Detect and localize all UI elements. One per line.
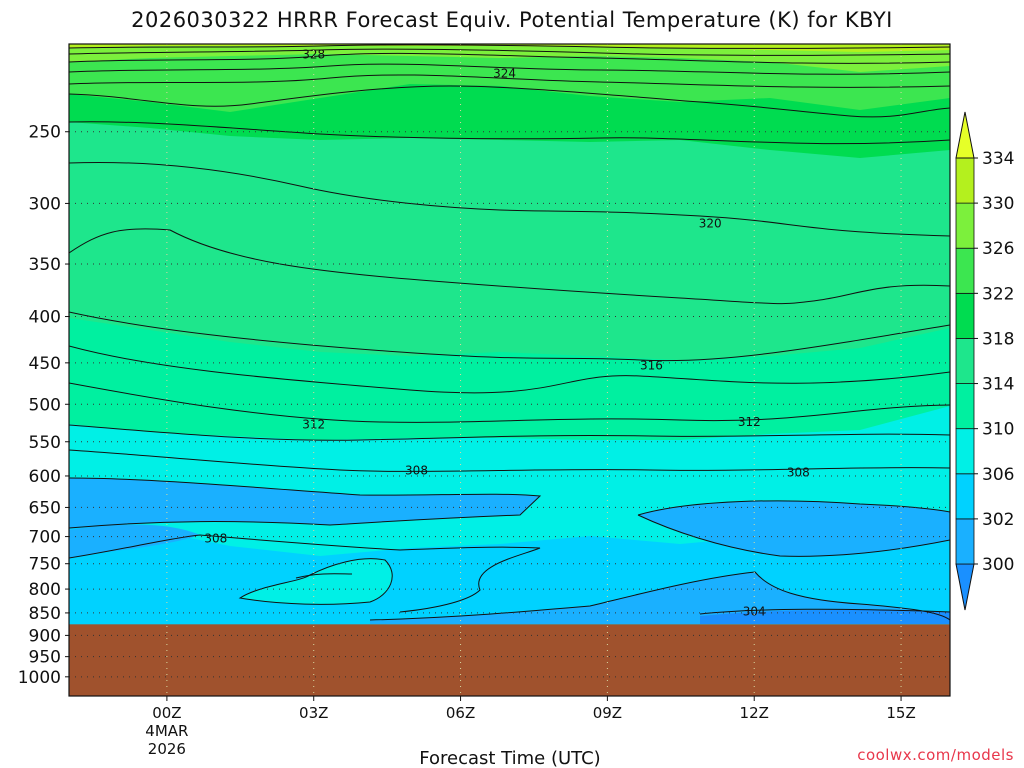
x-date-year: 2026 [148, 740, 186, 758]
contour-line-22 [699, 608, 950, 615]
y-tick-label-650: 650 [29, 498, 61, 518]
y-tick-label-950: 950 [29, 648, 61, 668]
x-tick-label-00Z: 00Z [152, 704, 181, 722]
warm-pocket-low [240, 558, 393, 605]
y-tick-label-900: 900 [29, 626, 61, 646]
contour-line-10 [69, 311, 950, 362]
x-tick-label-12Z: 12Z [740, 704, 769, 722]
colorbar-label-334: 334 [982, 149, 1014, 169]
contour-line-16 [69, 534, 541, 613]
colorbar-label-330: 330 [982, 194, 1014, 214]
contour-line-11 [69, 345, 950, 394]
coldest-layer-surface [700, 609, 950, 624]
x-tick-label-15Z: 15Z [886, 704, 915, 722]
contour-line-5 [69, 74, 950, 88]
contour-line-7 [69, 121, 950, 145]
y-tick-label-1000: 1000 [18, 668, 61, 688]
colorbar-arrow-low [955, 563, 975, 611]
terrain-surface [69, 624, 950, 696]
colorbar-seg-330 [955, 157, 975, 204]
x-tick-label-06Z: 06Z [446, 704, 475, 722]
plot-area: 328 324 320 316 312 312 308 308 308 304 [69, 44, 950, 696]
y-tick-label-350: 350 [29, 255, 61, 275]
contour-label-3: 320 [699, 217, 722, 231]
colorbar-seg-310 [955, 383, 975, 430]
contour-line-14 [69, 449, 950, 472]
y-tick-label-750: 750 [29, 555, 61, 575]
plot-frame [68, 43, 951, 697]
y-tick-label-600: 600 [29, 467, 61, 487]
colorbar-seg-326 [955, 202, 975, 249]
contour-line-6 [69, 85, 950, 118]
y-tick-label-550: 550 [29, 433, 61, 453]
colorbar-label-326: 326 [982, 239, 1014, 259]
colorbar-label-322: 322 [982, 284, 1014, 304]
contour-line-9 [69, 228, 950, 305]
axes: 2503003504004505005506006507007508008509… [18, 43, 951, 758]
colorbar-label-300: 300 [982, 555, 1014, 575]
contour-line-4 [69, 63, 950, 75]
colorbar-label-306: 306 [982, 465, 1014, 485]
contour-label-4: 316 [640, 359, 663, 373]
contour-line-13 [69, 424, 950, 441]
x-tick-label-09Z: 09Z [593, 704, 622, 722]
colorbar-seg-322 [955, 247, 975, 294]
cold-pocket-right [638, 500, 950, 557]
contour-label-5: 312 [302, 417, 325, 431]
contour-label-6: 312 [738, 415, 761, 429]
y-tick-label-500: 500 [29, 395, 61, 415]
colorbar-seg-300 [955, 518, 975, 565]
contour-label-10: 304 [743, 605, 766, 619]
y-tick-label-700: 700 [29, 528, 61, 548]
y-tick-label-850: 850 [29, 604, 61, 624]
contour-line-20 [295, 573, 353, 579]
colorbar-seg-302 [955, 473, 975, 520]
colorbar-arrow-high [955, 111, 975, 159]
contour-line-21 [369, 571, 950, 621]
contour-label-1: 328 [302, 48, 325, 62]
x-date-month: 4MAR [145, 722, 188, 740]
colorbar-label-314: 314 [982, 375, 1014, 395]
band-334-plus [69, 44, 950, 52]
contour-line-17 [637, 500, 950, 516]
contour-label-7: 308 [405, 463, 428, 477]
contour-label-9: 308 [204, 532, 227, 546]
contour-line-12 [69, 382, 950, 423]
contour-line-3 [69, 52, 950, 64]
y-tick-label-800: 800 [29, 580, 61, 600]
colorbar-seg-306 [955, 428, 975, 475]
contour-line-8 [69, 161, 950, 237]
chart-title: 2026030322 HRRR Forecast Equiv. Potentia… [131, 8, 893, 32]
contour-label-2: 324 [493, 66, 516, 80]
colorbar-label-318: 318 [982, 329, 1014, 349]
contour-line-15 [69, 477, 542, 529]
contour-label-8: 308 [787, 465, 810, 479]
colorbar: 300 302 306 310 314 318 322 326 330 334 [955, 111, 1014, 611]
colorbar-seg-318 [955, 292, 975, 339]
contour-line-2 [69, 48, 950, 56]
cold-pocket-left [69, 478, 540, 528]
x-axis-label: Forecast Time (UTC) [419, 748, 600, 768]
y-tick-label-300: 300 [29, 194, 61, 214]
y-tick-label-450: 450 [29, 354, 61, 374]
contour-line-18 [637, 514, 950, 557]
contour-line-1 [69, 44, 950, 49]
colorbar-label-310: 310 [982, 420, 1014, 440]
y-tick-label-400: 400 [29, 308, 61, 328]
contour-line-19 [238, 558, 393, 605]
colorbar-label-302: 302 [982, 510, 1014, 530]
cold-pocket-left-low [69, 524, 200, 558]
y-tick-label-250: 250 [29, 123, 61, 143]
colorbar-seg-314 [955, 338, 975, 384]
x-tick-label-03Z: 03Z [299, 704, 328, 722]
credit-text: coolwx.com/models [857, 746, 1014, 764]
